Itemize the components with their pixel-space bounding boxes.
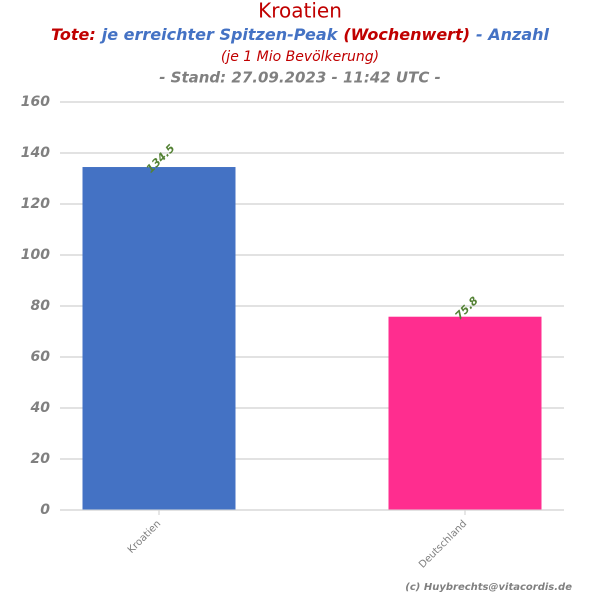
bar <box>388 316 542 510</box>
y-tick-label: 120 <box>21 196 50 212</box>
chart-title: Kroatien <box>258 0 342 23</box>
x-tick-label: Deutschland <box>417 518 469 570</box>
y-tick-label: 60 <box>31 349 51 365</box>
subtitle: (je 1 Mio Bevölkerung) <box>221 49 379 65</box>
subtitle-part: Tote: <box>51 25 96 44</box>
credit: (c) Huybrechts@vitacordis.de <box>405 582 572 593</box>
y-tick-label: 0 <box>40 502 50 518</box>
bar <box>82 167 236 510</box>
y-tick-label: 20 <box>31 451 51 467</box>
y-tick-label: 40 <box>30 400 51 416</box>
x-tick-label: Kroatien <box>126 518 163 555</box>
subtitle-part: je erreichter Spitzen-Peak <box>99 25 339 44</box>
y-tick-label: 140 <box>21 145 50 161</box>
subtitle-part: - Anzahl <box>476 25 549 44</box>
subtitle: - Stand: 27.09.2023 - 11:42 UTC - <box>159 69 441 87</box>
y-tick-label: 80 <box>31 298 51 314</box>
y-tick-label: 160 <box>21 94 50 110</box>
subtitle-part: (Wochenwert) <box>343 25 470 44</box>
y-tick-label: 100 <box>21 247 50 263</box>
subtitle: Tote: je erreichter Spitzen-Peak (Wochenwe… <box>51 25 550 44</box>
